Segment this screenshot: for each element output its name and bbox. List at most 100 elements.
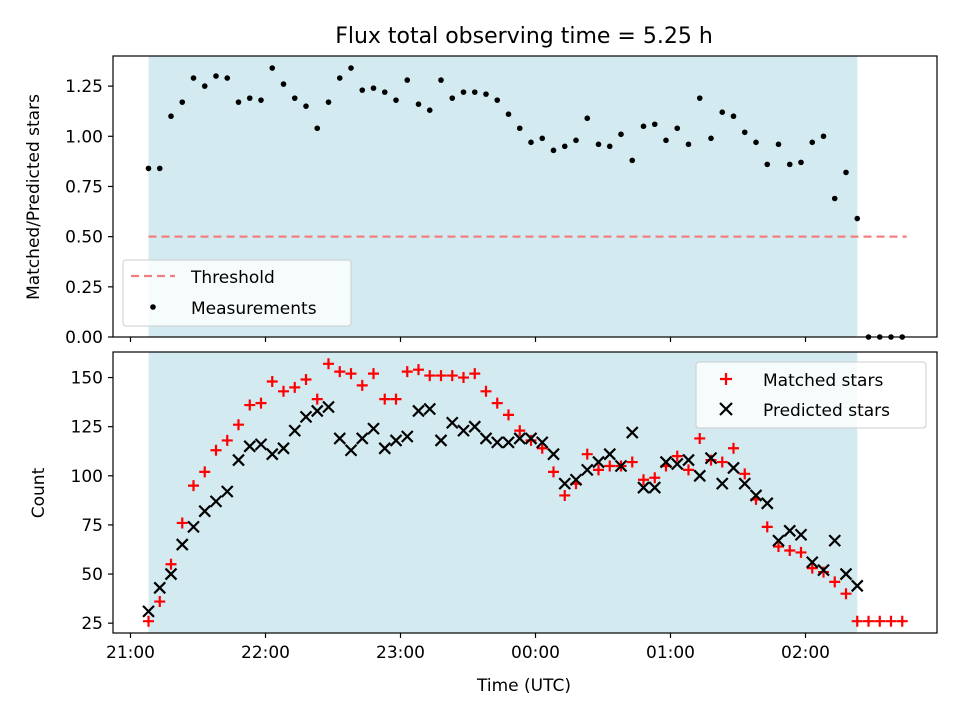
measurement-point bbox=[156, 165, 163, 172]
matched-star-point bbox=[683, 464, 694, 476]
predicted-star-point bbox=[355, 432, 369, 445]
measurement-point bbox=[730, 113, 737, 120]
measurement-point bbox=[640, 123, 647, 130]
measurement-point bbox=[426, 107, 433, 113]
measurement-point bbox=[291, 95, 298, 101]
top-series-0 bbox=[145, 65, 906, 340]
predicted-star-point bbox=[243, 440, 257, 453]
top-y-tick-label: 0.00 bbox=[65, 328, 103, 348]
predicted-star-point bbox=[524, 432, 538, 445]
measurement-point bbox=[573, 137, 579, 144]
measurement-point bbox=[584, 115, 591, 122]
measurement-point bbox=[224, 75, 231, 81]
legend-measurements-swatch bbox=[150, 304, 156, 310]
predicted-star-point bbox=[760, 497, 774, 510]
measurement-point bbox=[336, 75, 343, 81]
matched-star-point bbox=[221, 434, 233, 446]
measurement-point bbox=[606, 143, 613, 150]
predicted-star-point bbox=[299, 410, 313, 424]
predicted-star-point bbox=[333, 432, 347, 445]
predicted-star-point bbox=[164, 567, 178, 581]
top-y-axis-label: Matched/Predicted stars bbox=[24, 94, 44, 300]
measurement-point bbox=[494, 97, 501, 103]
predicted-star-point bbox=[783, 524, 797, 538]
matched-star-point bbox=[638, 474, 649, 486]
measurement-point bbox=[348, 65, 354, 71]
predicted-star-point bbox=[142, 605, 155, 618]
measurement-point bbox=[460, 89, 467, 95]
measurement-point bbox=[190, 75, 197, 81]
bottom-y-axis-label: Count bbox=[29, 467, 49, 518]
measurement-point bbox=[696, 95, 703, 101]
predicted-star-point bbox=[434, 434, 448, 447]
chart-title: Flux total observing time = 5.25 h bbox=[335, 24, 713, 49]
x-tick-label: 22:00 bbox=[241, 643, 290, 663]
predicted-star-point bbox=[400, 430, 414, 443]
bottom-y-tick-label: 25 bbox=[81, 614, 103, 634]
predicted-star-point bbox=[412, 404, 425, 418]
matched-star-point bbox=[311, 393, 323, 405]
predicted-star-point bbox=[772, 534, 785, 547]
predicted-star-point bbox=[727, 461, 740, 475]
measurement-point bbox=[179, 99, 186, 105]
matched-star-point bbox=[289, 381, 301, 393]
top-y-tick-label: 1.25 bbox=[65, 77, 103, 97]
measurement-point bbox=[831, 195, 838, 202]
predicted-star-point bbox=[198, 504, 212, 518]
matched-star-point bbox=[210, 444, 222, 456]
predicted-star-point bbox=[265, 447, 279, 461]
matched-star-point bbox=[773, 541, 784, 553]
matched-star-point bbox=[300, 374, 312, 386]
predicted-star-point bbox=[378, 442, 392, 455]
measurement-point bbox=[516, 125, 523, 132]
x-axis-label: Time (UTC) bbox=[476, 676, 571, 696]
matched-star-point bbox=[154, 596, 166, 608]
predicted-star-point bbox=[468, 420, 482, 433]
predicted-star-point bbox=[457, 424, 470, 437]
measurement-point bbox=[370, 85, 377, 91]
predicted-star-point bbox=[175, 538, 189, 551]
predicted-star-point bbox=[479, 432, 493, 445]
bottom-legend-box bbox=[695, 361, 927, 429]
bottom-y-tick-label: 150 bbox=[71, 369, 103, 389]
predicted-star-point bbox=[715, 477, 729, 490]
matched-star-point bbox=[435, 370, 447, 382]
measurement-point bbox=[663, 137, 669, 144]
matched-star-point bbox=[548, 466, 559, 478]
matched-star-point bbox=[525, 434, 537, 446]
matched-star-point bbox=[503, 409, 514, 421]
matched-star-point bbox=[863, 615, 874, 627]
matched-star-point bbox=[165, 558, 177, 570]
measurement-point bbox=[820, 133, 827, 140]
legend-plus-marker bbox=[720, 373, 732, 385]
measurement-point bbox=[145, 165, 152, 172]
measurement-point bbox=[213, 73, 219, 79]
predicted-star-point bbox=[367, 422, 380, 435]
predicted-star-point bbox=[794, 528, 808, 542]
measurement-point bbox=[786, 161, 793, 168]
measurement-point bbox=[651, 121, 658, 128]
matched-star-point bbox=[806, 562, 818, 574]
predicted-star-point bbox=[704, 451, 718, 465]
predicted-star-point bbox=[535, 436, 549, 449]
x-tick-label: 21:00 bbox=[106, 643, 155, 663]
matched-star-point bbox=[818, 566, 829, 578]
matched-star-point bbox=[413, 364, 424, 376]
predicted-star-point bbox=[423, 402, 437, 416]
bottom-y-tick-label: 50 bbox=[81, 565, 103, 585]
top-y-tick-label: 1.00 bbox=[65, 127, 103, 147]
predicted-star-point bbox=[682, 453, 695, 467]
predicted-star-point bbox=[288, 424, 302, 437]
predicted-star-point bbox=[209, 495, 223, 508]
predicted-star-point bbox=[850, 579, 864, 593]
measurement-point bbox=[764, 161, 771, 168]
predicted-star-point bbox=[839, 567, 853, 581]
predicted-star-point bbox=[322, 400, 335, 414]
measurement-point bbox=[798, 159, 804, 166]
predicted-star-point bbox=[817, 563, 830, 577]
predicted-star-point bbox=[502, 436, 515, 449]
matched-star-point bbox=[323, 358, 334, 370]
matched-star-point bbox=[671, 450, 683, 462]
measurement-point bbox=[719, 109, 726, 115]
predicted-star-point bbox=[828, 534, 842, 547]
